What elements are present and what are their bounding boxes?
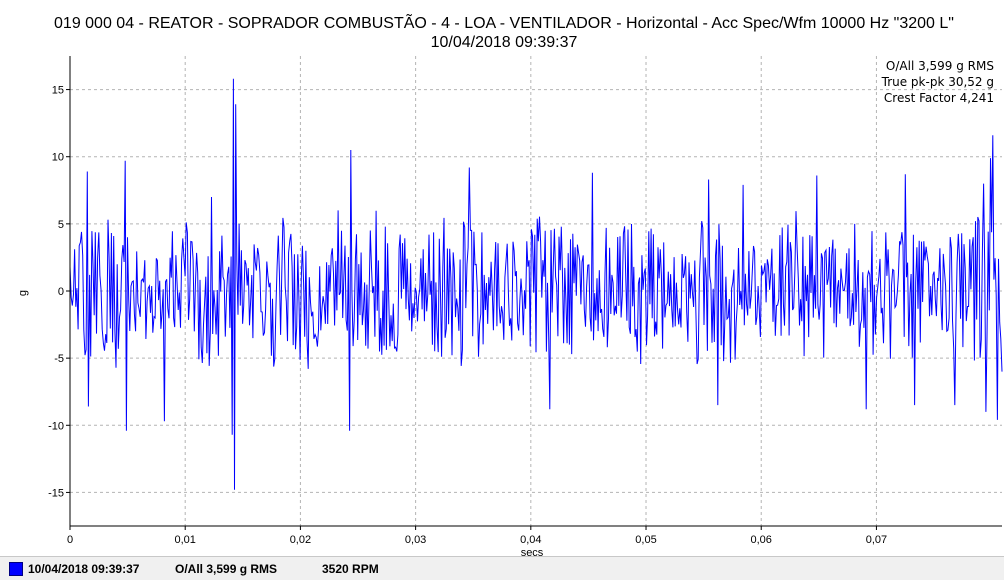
x-tick-label: 0,06 [751,534,772,546]
stat-peak-to-peak: True pk-pk 30,52 g [881,75,994,89]
y-tick-label: -15 [48,487,64,499]
y-tick-label: -5 [54,353,64,365]
y-axis-label: g [17,290,29,296]
y-axis: 15 10 5 0 -5 -10 -15 [48,85,70,499]
chart: 019 000 04 - REATOR - SOPRADOR COMBUSTÃO… [17,12,1003,556]
x-axis-label: secs [521,547,544,556]
y-tick-label: 10 [52,152,64,164]
waveform-trace [69,78,1003,490]
y-tick-label: 0 [58,286,64,298]
chart-subtitle: 10/04/2018 09:39:37 [431,34,578,51]
footer-overall: O/All 3,599 g RMS [175,562,278,576]
footer-rpm: 3520 RPM [322,562,379,576]
chart-title: 019 000 04 - REATOR - SOPRADOR COMBUSTÃO… [54,12,954,32]
stat-overall: O/All 3,599 g RMS [886,59,994,73]
x-tick-label: 0,07 [866,534,887,546]
y-tick-label: 5 [58,219,64,231]
footer-date: 10/04/2018 09:39:37 [28,562,140,576]
status-bar: 10/04/2018 09:39:37 O/All 3,599 g RMS 35… [0,556,1004,580]
y-tick-label: -10 [48,420,64,432]
stat-crest-factor: Crest Factor 4,241 [884,91,994,105]
x-tick-label: 0,03 [405,534,426,546]
x-tick-label: 0 [67,534,73,546]
x-tick-label: 0,04 [520,534,541,546]
x-tick-label: 0,05 [635,534,656,546]
x-tick-label: 0,02 [290,534,311,546]
legend-swatch[interactable] [9,562,23,576]
x-tick-label: 0,01 [174,534,195,546]
x-axis: 0 0,01 0,02 0,03 0,04 0,05 0,06 0,07 [67,526,887,546]
y-tick-label: 15 [52,85,64,97]
